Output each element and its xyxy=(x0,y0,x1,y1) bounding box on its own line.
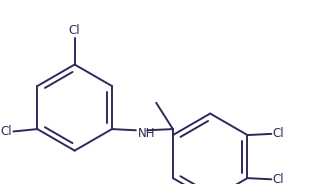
Text: NH: NH xyxy=(138,127,156,140)
Text: Cl: Cl xyxy=(272,127,284,140)
Text: Cl: Cl xyxy=(272,173,284,186)
Text: Cl: Cl xyxy=(69,24,81,37)
Text: Cl: Cl xyxy=(1,125,12,138)
